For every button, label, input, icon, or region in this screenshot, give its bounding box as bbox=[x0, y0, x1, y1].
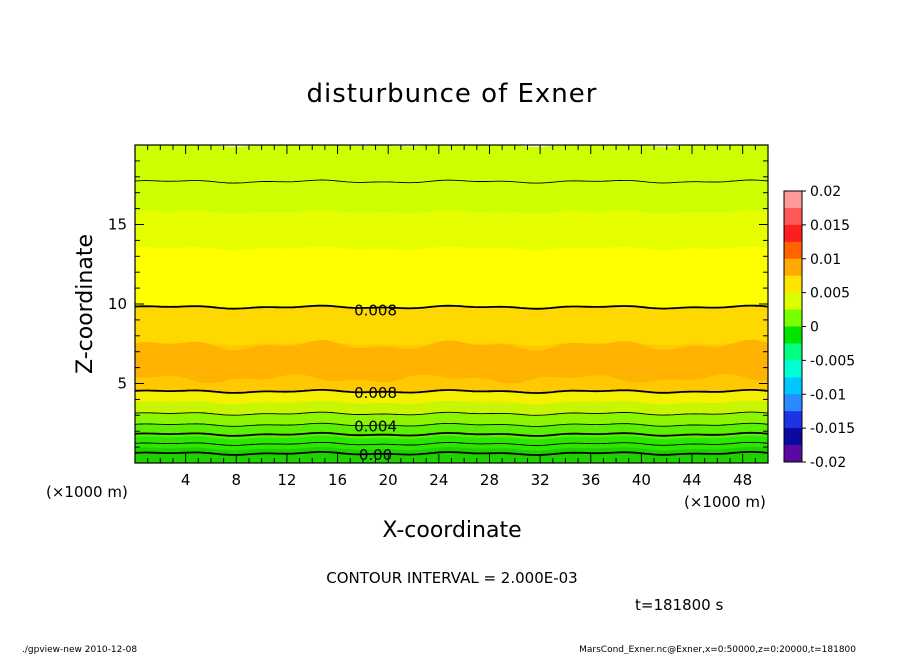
colorbar-segment-11 bbox=[784, 377, 802, 395]
x-tick-label-36: 36 bbox=[581, 471, 600, 489]
contour-line-4 bbox=[135, 411, 768, 416]
x-tick-label-32: 32 bbox=[531, 471, 550, 489]
x-tick-label-8: 8 bbox=[232, 471, 242, 489]
colorbar-label-1: 0.015 bbox=[810, 218, 850, 234]
x-tick-label-12: 12 bbox=[277, 471, 296, 489]
contour-interval-note: CONTOUR INTERVAL = 2.000E-03 bbox=[326, 569, 577, 587]
chart-title: disturbunce of Exner bbox=[307, 79, 598, 109]
y-axis-label: Z-coordinate bbox=[73, 234, 98, 374]
x-tick-label-16: 16 bbox=[328, 471, 347, 489]
colorbar-segment-1 bbox=[784, 207, 802, 226]
x-tick-label-24: 24 bbox=[429, 471, 448, 489]
y-tick-label-5: 5 bbox=[117, 375, 127, 393]
colorbar-segment-7 bbox=[784, 309, 802, 327]
x-unit-right: (×1000 m) bbox=[684, 493, 766, 511]
contour-label-1: 0.008 bbox=[354, 384, 397, 402]
colorbar-segment-14 bbox=[784, 428, 802, 446]
colorbar-label-2: 0.01 bbox=[810, 252, 841, 268]
contour-line-3 bbox=[135, 422, 768, 427]
colorbar-label-3: 0.005 bbox=[810, 286, 850, 302]
colorbar-segment-4 bbox=[784, 258, 802, 277]
contour-line-0 bbox=[135, 451, 768, 456]
colorbar: 0.02 0.015 0.01 0.005 0 -0.005 -0.01 -0.015 -0.0… bbox=[783, 184, 855, 471]
colorbar-label-4: 0 bbox=[810, 320, 819, 336]
colorbar-label-7: -0.015 bbox=[810, 421, 855, 437]
contour-line-2 bbox=[135, 431, 768, 437]
colorbar-label-0: 0.02 bbox=[810, 184, 841, 200]
y-axis-ticks: 5 10 15 bbox=[108, 144, 768, 464]
heatmap-band-10 bbox=[135, 446, 768, 463]
contour-label-0: 0.008 bbox=[354, 301, 397, 319]
contour-label-2: 0.004 bbox=[354, 417, 397, 435]
colorbar-label-8: -0.02 bbox=[810, 455, 846, 471]
x-axis-ticks: 4 8 12 16 20 24 28 32 36 40 44 48 bbox=[134, 145, 769, 489]
x-tick-label-44: 44 bbox=[682, 471, 701, 489]
footer-right: MarsCond_Exner.nc@Exner,x=0:50000,z=0:20… bbox=[579, 645, 856, 654]
heatmap-warm-core bbox=[135, 339, 768, 384]
x-tick-label-4: 4 bbox=[181, 471, 191, 489]
colorbar-segment-9 bbox=[784, 343, 802, 361]
y-tick-label-10: 10 bbox=[108, 295, 127, 313]
x-tick-label-28: 28 bbox=[480, 471, 499, 489]
x-axis-label: X-coordinate bbox=[382, 518, 521, 543]
footer-left: ./gpview-new 2010-12-08 bbox=[22, 645, 137, 654]
contour-line-1 bbox=[135, 441, 768, 446]
colorbar-segment-3 bbox=[784, 241, 802, 260]
colorbar-segment-5 bbox=[784, 275, 802, 294]
time-label: t=181800 s bbox=[635, 596, 723, 614]
colorbar-label-6: -0.01 bbox=[810, 387, 846, 403]
colorbar-segment-12 bbox=[784, 394, 802, 412]
x-tick-label-48: 48 bbox=[733, 471, 752, 489]
contour-label-3: 0.00 bbox=[359, 446, 392, 464]
colorbar-segment-6 bbox=[784, 292, 802, 311]
colorbar-segment-10 bbox=[784, 360, 802, 378]
colorbar-segment-8 bbox=[784, 326, 802, 344]
colorbar-segment-0 bbox=[784, 191, 802, 209]
x-tick-label-40: 40 bbox=[632, 471, 651, 489]
colorbar-segment-13 bbox=[784, 411, 802, 429]
colorbar-segment-15 bbox=[784, 445, 802, 463]
contour-line-5 bbox=[135, 389, 768, 394]
x-tick-label-20: 20 bbox=[379, 471, 398, 489]
x-unit-left: (×1000 m) bbox=[46, 483, 128, 501]
contour-line-6 bbox=[135, 304, 768, 310]
contour-lines bbox=[135, 179, 768, 456]
contour-labels: 0.008 0.008 0.004 0.00 bbox=[354, 301, 397, 464]
colorbar-segment-2 bbox=[784, 224, 802, 243]
colorbar-label-5: -0.005 bbox=[810, 353, 855, 369]
contour-line-7 bbox=[135, 179, 768, 184]
y-tick-label-15: 15 bbox=[108, 216, 127, 234]
heatmap-field bbox=[135, 145, 768, 463]
